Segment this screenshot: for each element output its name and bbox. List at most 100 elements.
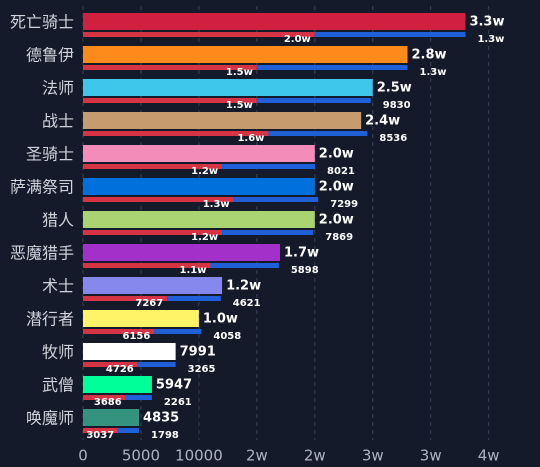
bar — [83, 277, 223, 294]
bar — [83, 310, 199, 327]
sub-value-label: 3037 — [86, 430, 114, 441]
sub-value-label: 9830 — [383, 100, 411, 111]
category-label: 死亡骑士 — [10, 13, 74, 32]
bar — [83, 343, 176, 360]
sub-value-label: 1.3w — [477, 34, 504, 45]
bar — [83, 211, 315, 228]
value-label: 1.7w — [284, 246, 319, 261]
category-label: 猎人 — [42, 211, 74, 230]
sub-bar — [83, 395, 126, 400]
sub-bar — [83, 65, 257, 70]
category-label: 战士 — [42, 112, 74, 131]
sub-value-label: 1.2w — [191, 232, 218, 243]
category-label: 萨满祭司 — [10, 178, 74, 197]
sub-value-label: 8021 — [327, 166, 355, 177]
sub-value-label: 7267 — [135, 298, 163, 309]
sub-value-label: 2.0w — [284, 34, 311, 45]
sub-value-label: 1.5w — [226, 100, 253, 111]
sub-value-label: 1.5w — [226, 67, 253, 78]
bar — [83, 46, 408, 63]
sub-bar — [314, 32, 466, 37]
value-label: 2.0w — [319, 213, 354, 228]
value-label: 1.2w — [226, 279, 261, 294]
bar — [83, 376, 152, 393]
category-label: 德鲁伊 — [26, 46, 74, 65]
sub-bar — [210, 263, 279, 268]
sub-bar — [256, 98, 371, 103]
sub-value-label: 1798 — [151, 430, 179, 441]
value-label: 2.0w — [319, 147, 354, 162]
sub-value-label: 4726 — [106, 364, 134, 375]
sub-bar — [118, 428, 140, 433]
category-label: 圣骑士 — [26, 145, 74, 164]
x-tick-label: 3w — [420, 447, 442, 465]
category-label: 术士 — [42, 277, 74, 296]
sub-bar — [83, 32, 315, 37]
value-label: 2.4w — [365, 114, 400, 129]
x-tick-label: 5000 — [122, 447, 160, 465]
value-label: 2.5w — [377, 81, 412, 96]
sub-bar — [256, 65, 408, 70]
sub-bar — [83, 164, 223, 169]
category-label: 恶魔猎手 — [10, 244, 74, 263]
sub-value-label: 5898 — [291, 265, 319, 276]
x-tick-label: 3w — [362, 447, 384, 465]
x-tick-label: 2w — [304, 447, 326, 465]
x-tick-label: 10000 — [175, 447, 223, 465]
sub-value-label: 4058 — [213, 331, 241, 342]
x-tick-label: 0 — [78, 447, 88, 465]
value-label: 2.0w — [319, 180, 354, 195]
sub-value-label: 1.2w — [191, 166, 218, 177]
value-label: 4835 — [143, 411, 179, 426]
sub-bar — [268, 131, 368, 136]
value-label: 7991 — [180, 345, 216, 360]
sub-bar — [83, 428, 119, 433]
category-label: 武僧 — [42, 376, 74, 395]
sub-bar — [125, 395, 152, 400]
sub-bar — [233, 197, 319, 202]
sub-bar — [83, 362, 138, 367]
sub-value-label: 2261 — [164, 397, 192, 408]
sub-value-label: 1.3w — [203, 199, 230, 210]
sub-bar — [137, 362, 176, 367]
bar — [83, 409, 140, 426]
sub-value-label: 7299 — [330, 199, 358, 210]
sub-bar — [83, 230, 223, 235]
category-label: 唤魔师 — [26, 409, 74, 428]
sub-value-label: 4621 — [233, 298, 261, 309]
sub-bar — [83, 98, 257, 103]
sub-bar — [83, 329, 155, 334]
x-tick-label: 2w — [246, 447, 268, 465]
sub-bar — [83, 197, 234, 202]
sub-bar — [83, 296, 168, 301]
sub-bar — [222, 164, 316, 169]
sub-value-label: 6156 — [123, 331, 151, 342]
sub-bar — [83, 263, 211, 268]
sub-value-label: 7869 — [325, 232, 353, 243]
sub-value-label: 8536 — [379, 133, 407, 144]
sub-bar — [154, 329, 202, 334]
x-tick-label: 4w — [478, 447, 500, 465]
sub-bar — [83, 131, 269, 136]
bar — [83, 145, 315, 162]
sub-value-label: 1.6w — [237, 133, 264, 144]
value-label: 5947 — [156, 378, 192, 393]
sub-value-label: 1.3w — [420, 67, 447, 78]
bar — [83, 244, 281, 261]
sub-value-label: 1.1w — [180, 265, 207, 276]
value-label: 1.0w — [203, 312, 238, 327]
sub-value-label: 3265 — [188, 364, 216, 375]
category-label: 潜行者 — [26, 310, 74, 329]
bar — [83, 13, 466, 30]
category-label: 法师 — [42, 79, 74, 98]
sub-bar — [222, 230, 314, 235]
sub-value-label: 3686 — [94, 397, 122, 408]
value-label: 2.8w — [412, 48, 447, 63]
category-label: 牧师 — [42, 343, 74, 362]
bar — [83, 79, 373, 96]
bar — [83, 112, 362, 129]
sub-bar — [167, 296, 221, 301]
bar — [83, 178, 315, 195]
value-label: 3.3w — [469, 15, 504, 30]
